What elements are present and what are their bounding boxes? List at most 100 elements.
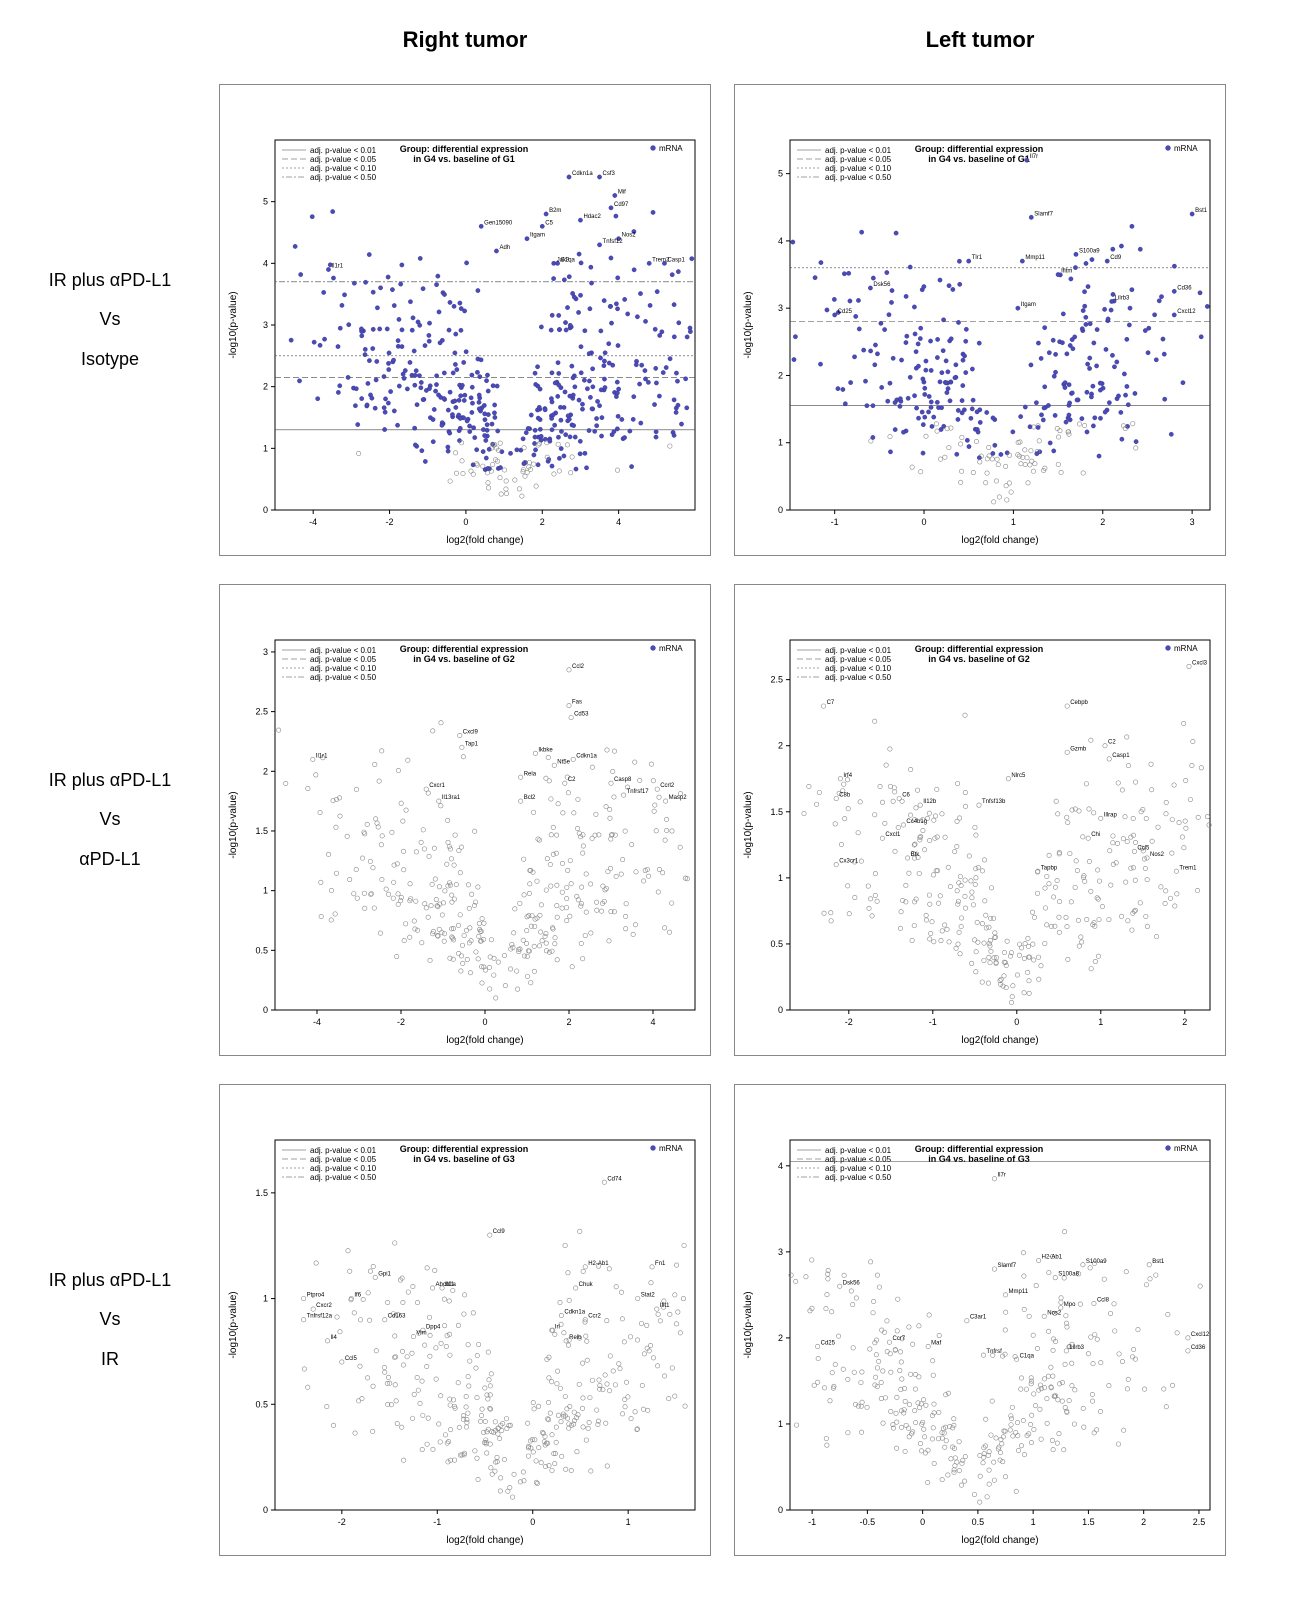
svg-text:3: 3: [778, 1247, 783, 1257]
svg-text:1: 1: [778, 438, 783, 448]
svg-text:Cxcr1: Cxcr1: [429, 783, 445, 789]
svg-text:Group: differential expression: Group: differential expression: [915, 144, 1044, 154]
svg-text:adj. p-value < 0.01: adj. p-value < 0.01: [310, 1146, 377, 1155]
svg-text:Stat2: Stat2: [641, 1293, 656, 1299]
svg-text:Illrap: Illrap: [1104, 812, 1118, 818]
svg-text:adj. p-value < 0.10: adj. p-value < 0.10: [825, 1164, 892, 1173]
svg-text:Cxcl3: Cxcl3: [1192, 660, 1208, 666]
col-header-left: Left tumor: [926, 27, 1035, 53]
svg-text:-2: -2: [397, 1017, 405, 1027]
svg-text:Il7r: Il7r: [997, 1173, 1005, 1179]
svg-text:adj. p-value < 0.50: adj. p-value < 0.50: [310, 673, 377, 682]
svg-text:B2m: B2m: [549, 208, 561, 214]
svg-text:-1: -1: [433, 1517, 441, 1527]
svg-text:Dsk56: Dsk56: [843, 1280, 861, 1286]
svg-text:4: 4: [263, 258, 268, 268]
figure-grid: Right tumor Left tumor IR plus αPD-L1VsI…: [20, 20, 1290, 1560]
svg-text:Fas: Fas: [572, 700, 582, 706]
svg-text:-log10(p-value): -log10(p-value): [228, 1291, 239, 1358]
svg-text:Cxcl12: Cxcl12: [1177, 309, 1196, 315]
svg-text:adj. p-value < 0.10: adj. p-value < 0.10: [310, 1164, 377, 1173]
svg-text:Tnfrsf: Tnfrsf: [986, 1349, 1002, 1355]
svg-text:Ccl5: Ccl5: [1137, 845, 1150, 851]
svg-text:in G4 vs. baseline of G2: in G4 vs. baseline of G2: [413, 654, 515, 664]
svg-text:Ikbke: Ikbke: [538, 747, 553, 753]
svg-text:-log10(p-value): -log10(p-value): [743, 291, 754, 358]
volcano-left-2: adj. p-value < 0.01adj. p-value < 0.05ad…: [734, 584, 1226, 1056]
svg-text:Casp1: Casp1: [1112, 753, 1130, 759]
svg-text:2: 2: [778, 1333, 783, 1343]
svg-text:Cd74: Cd74: [607, 1176, 622, 1182]
svg-text:0: 0: [778, 1005, 783, 1015]
svg-text:in G4 vs. baseline of G3: in G4 vs. baseline of G3: [928, 1154, 1030, 1164]
svg-text:Irf4: Irf4: [843, 773, 852, 779]
svg-text:Ccr7: Ccr7: [892, 1336, 905, 1342]
svg-text:Cd53: Cd53: [574, 712, 589, 718]
volcano-left-3: adj. p-value < 0.01adj. p-value < 0.05ad…: [734, 1084, 1226, 1556]
svg-text:Slamf7: Slamf7: [1034, 211, 1053, 217]
svg-text:Tnfrsf12a: Tnfrsf12a: [307, 1314, 333, 1320]
svg-text:H2-Ab1: H2-Ab1: [588, 1261, 609, 1267]
svg-text:-log10(p-value): -log10(p-value): [743, 1291, 754, 1358]
svg-text:in G4 vs. baseline of G3: in G4 vs. baseline of G3: [413, 1154, 515, 1164]
svg-text:Il13ra1: Il13ra1: [442, 795, 461, 801]
svg-text:1.5: 1.5: [255, 1188, 268, 1198]
svg-text:0: 0: [263, 1505, 268, 1515]
svg-text:in G4 vs. baseline of G1: in G4 vs. baseline of G1: [928, 154, 1030, 164]
svg-text:2: 2: [540, 517, 545, 527]
svg-text:adj. p-value < 0.01: adj. p-value < 0.01: [310, 146, 377, 155]
svg-text:Nt5e: Nt5e: [557, 759, 570, 765]
svg-text:Lilrb3: Lilrb3: [1115, 295, 1130, 301]
svg-text:Rela: Rela: [524, 771, 537, 777]
svg-text:-1: -1: [808, 1517, 816, 1527]
svg-text:Slamf7: Slamf7: [997, 1263, 1016, 1269]
svg-text:Cd163: Cd163: [388, 1314, 406, 1320]
svg-text:-4: -4: [313, 1017, 321, 1027]
svg-text:Cxcl9: Cxcl9: [463, 729, 479, 735]
svg-text:-log10(p-value): -log10(p-value): [228, 791, 239, 858]
svg-text:3: 3: [1190, 517, 1195, 527]
svg-text:0: 0: [1014, 1017, 1019, 1027]
svg-text:mRNA: mRNA: [659, 1144, 683, 1153]
volcano-left-1: adj. p-value < 0.01adj. p-value < 0.05ad…: [734, 84, 1226, 556]
svg-text:S100a8: S100a8: [1058, 1272, 1079, 1278]
svg-text:Cd97: Cd97: [614, 202, 629, 208]
svg-text:log2(fold change): log2(fold change): [961, 1535, 1038, 1546]
svg-text:2: 2: [1182, 1017, 1187, 1027]
svg-text:-1: -1: [929, 1017, 937, 1027]
svg-text:Jak3: Jak3: [557, 257, 570, 263]
svg-text:Il1r1: Il1r1: [316, 753, 328, 759]
svg-text:adj. p-value < 0.01: adj. p-value < 0.01: [825, 1146, 892, 1155]
svg-text:Cxcl12: Cxcl12: [1191, 1332, 1210, 1338]
svg-text:Tap1: Tap1: [465, 741, 479, 747]
svg-text:adj. p-value < 0.05: adj. p-value < 0.05: [825, 655, 892, 664]
svg-text:H2-Ab1: H2-Ab1: [1042, 1254, 1063, 1260]
svg-text:Ifitm: Ifitm: [1061, 269, 1072, 275]
volcano-right-1: adj. p-value < 0.01adj. p-value < 0.05ad…: [219, 84, 711, 556]
svg-text:Gen15090: Gen15090: [484, 220, 513, 226]
svg-text:Cd25: Cd25: [838, 309, 853, 315]
svg-text:Bst1: Bst1: [1195, 208, 1208, 214]
svg-text:Mmp11: Mmp11: [1025, 255, 1045, 261]
svg-text:log2(fold change): log2(fold change): [446, 1535, 523, 1546]
svg-text:Cdkn1a: Cdkn1a: [572, 171, 593, 177]
svg-text:Il7r: Il7r: [1030, 154, 1038, 160]
svg-text:4: 4: [778, 236, 783, 246]
svg-text:Il11: Il11: [445, 1282, 455, 1288]
svg-text:Cc4b1g: Cc4b1g: [906, 819, 927, 825]
svg-text:2: 2: [778, 741, 783, 751]
svg-text:2: 2: [263, 766, 268, 776]
svg-text:Nos2: Nos2: [1150, 852, 1165, 858]
svg-text:adj. p-value < 0.10: adj. p-value < 0.10: [825, 664, 892, 673]
svg-text:Btk: Btk: [911, 852, 921, 858]
svg-text:Hdac2: Hdac2: [583, 214, 601, 220]
svg-text:-4: -4: [309, 517, 317, 527]
svg-text:-2: -2: [338, 1517, 346, 1527]
svg-text:in G4 vs. baseline of G2: in G4 vs. baseline of G2: [928, 654, 1030, 664]
svg-text:adj. p-value < 0.50: adj. p-value < 0.50: [310, 173, 377, 182]
svg-text:1: 1: [778, 873, 783, 883]
svg-text:1: 1: [1098, 1017, 1103, 1027]
svg-text:0: 0: [778, 1505, 783, 1515]
svg-text:Itgam: Itgam: [1021, 302, 1036, 308]
svg-text:C7: C7: [827, 700, 835, 706]
